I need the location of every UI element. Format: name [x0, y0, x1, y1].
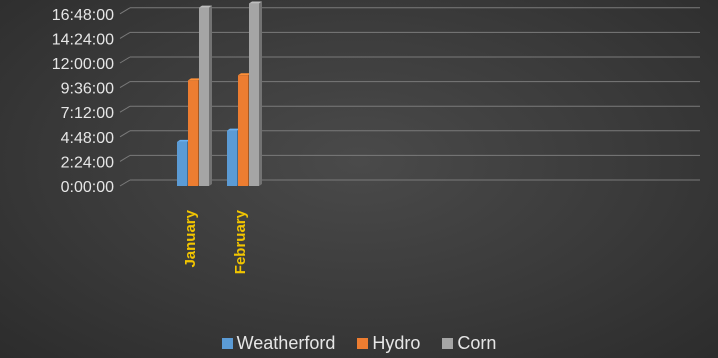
bar-side [209, 5, 212, 187]
bar-top [177, 139, 190, 142]
gridline-depth [119, 81, 131, 89]
gridline-depth [119, 7, 131, 15]
bar-corn-february [249, 3, 259, 186]
y-tick-label: 0:00:00 [61, 179, 114, 196]
bar-top [188, 78, 201, 81]
gridline-depth [119, 154, 131, 162]
gridline-depth [119, 105, 131, 113]
y-tick-label: 16:48:00 [52, 7, 114, 24]
legend-item: Weatherford [221, 333, 336, 354]
gridline-depth [119, 56, 131, 64]
bar-side [259, 1, 262, 186]
legend-label: Hydro [372, 333, 421, 353]
legend-item: Corn [442, 333, 496, 354]
bar-chart: 0:00:00 2:24:00 4:48:00 7:12:00 9:36:00 12:00… [52, 1, 700, 274]
legend-item: Hydro [357, 333, 420, 354]
legend-label: Weatherford [236, 333, 336, 353]
bar-top [238, 73, 251, 76]
y-tick-label: 14:24:00 [52, 31, 114, 48]
y-tick-label: 4:48:00 [61, 130, 114, 147]
y-tick-label: 9:36:00 [61, 81, 114, 98]
bar-top [249, 1, 262, 4]
bar-corn-january [199, 7, 209, 187]
gridline-depth [119, 130, 131, 138]
legend-label: Corn [457, 333, 497, 353]
y-tick-label: 7:12:00 [61, 105, 114, 122]
legend-swatch [357, 338, 369, 349]
category-label: January [182, 209, 199, 267]
bar-hydro-february [238, 75, 248, 186]
gridline-depth [119, 179, 131, 187]
y-tick-label: 2:24:00 [61, 154, 114, 171]
bar-weatherford-january [177, 141, 187, 186]
bar-top [227, 128, 240, 131]
y-tick-label: 12:00:00 [52, 56, 114, 73]
legend-swatch [221, 338, 233, 349]
category-label: February [232, 209, 249, 274]
bar-top [199, 5, 212, 8]
bar-weatherford-february [227, 130, 237, 186]
legend-swatch [442, 338, 454, 349]
legend: Weatherford Hydro Corn [0, 333, 718, 354]
bar-hydro-january [188, 80, 198, 186]
gridline-depth [119, 31, 131, 39]
